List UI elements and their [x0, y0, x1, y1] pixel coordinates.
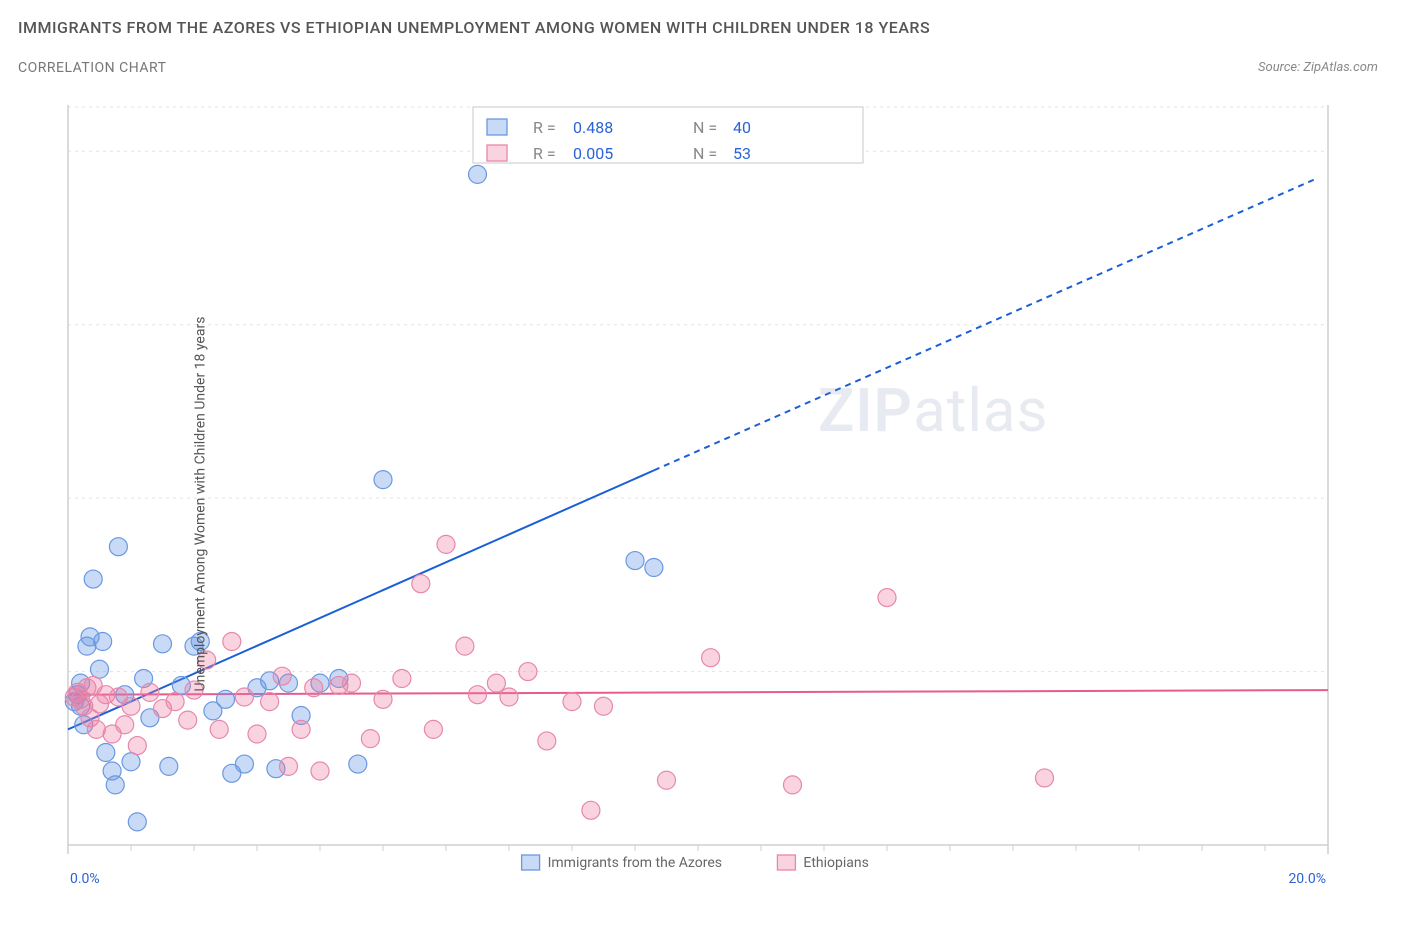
legend-swatch [522, 855, 540, 870]
legend-stats-box [473, 107, 863, 163]
data-point [349, 755, 367, 773]
data-point [128, 737, 146, 755]
data-point [393, 670, 411, 688]
data-point [519, 663, 537, 681]
data-point [106, 776, 124, 794]
data-point [84, 570, 102, 588]
legend-r-value: 0.005 [573, 144, 613, 163]
data-point [261, 693, 279, 711]
legend-series-label: Immigrants from the Azores [548, 855, 722, 871]
data-point [626, 552, 644, 570]
data-point [456, 637, 474, 655]
data-point [469, 165, 487, 183]
data-point [343, 674, 361, 692]
data-point [122, 697, 140, 715]
chart-container: Unemployment Among Women with Children U… [18, 95, 1388, 912]
legend-r-label: R = [533, 118, 556, 137]
data-point [223, 633, 241, 651]
data-point [273, 667, 291, 685]
legend-r-label: R = [533, 144, 556, 163]
data-point [210, 720, 228, 738]
data-point [1036, 769, 1054, 787]
data-point [374, 690, 392, 708]
data-point [305, 679, 323, 697]
data-point [179, 711, 197, 729]
data-point [154, 635, 172, 653]
x-tick-label: 20.0% [1288, 871, 1326, 885]
data-point [582, 801, 600, 819]
data-point [500, 688, 518, 706]
data-point [116, 716, 134, 734]
data-point [109, 538, 127, 556]
data-point [702, 649, 720, 667]
legend-n-value: 40 [733, 118, 751, 137]
data-point [538, 732, 556, 750]
data-point [235, 755, 253, 773]
data-point [235, 688, 253, 706]
data-point [595, 697, 613, 715]
data-point [412, 575, 430, 593]
data-point [424, 720, 442, 738]
data-point [141, 683, 159, 701]
data-point [311, 762, 329, 780]
source-attribution: Source: ZipAtlas.com [1258, 60, 1378, 75]
data-point [878, 589, 896, 607]
legend-swatch [777, 855, 795, 870]
data-point [374, 471, 392, 489]
data-point [437, 535, 455, 553]
data-point [361, 730, 379, 748]
data-point [91, 660, 109, 678]
legend-r-value: 0.488 [573, 118, 613, 137]
legend-n-label: N = [693, 144, 717, 163]
data-point [563, 693, 581, 711]
data-point [280, 757, 298, 775]
correlation-scatter-chart: 0.0%20.0%7.5%15.0%22.5%30.0%R =0.488N =4… [18, 95, 1338, 885]
data-point [248, 725, 266, 743]
legend-series-label: Ethiopians [803, 855, 868, 871]
data-point [94, 633, 112, 651]
data-point [645, 559, 663, 577]
y-axis-label: Unemployment Among Women with Children U… [192, 316, 208, 691]
data-point [784, 776, 802, 794]
data-point [217, 690, 235, 708]
data-point [658, 771, 676, 789]
data-point [292, 720, 310, 738]
data-point [128, 813, 146, 831]
data-point [122, 753, 140, 771]
data-point [166, 693, 184, 711]
legend-swatch [487, 119, 507, 135]
x-tick-label: 0.0% [70, 871, 100, 885]
legend-n-value: 53 [733, 144, 751, 163]
legend-swatch [487, 145, 507, 161]
data-point [469, 686, 487, 704]
chart-subtitle: CORRELATION CHART [18, 60, 166, 76]
legend-n-label: N = [693, 118, 717, 137]
data-point [97, 744, 115, 762]
data-point [487, 674, 505, 692]
data-point [160, 757, 178, 775]
chart-title: IMMIGRANTS FROM THE AZORES VS ETHIOPIAN … [18, 18, 930, 37]
